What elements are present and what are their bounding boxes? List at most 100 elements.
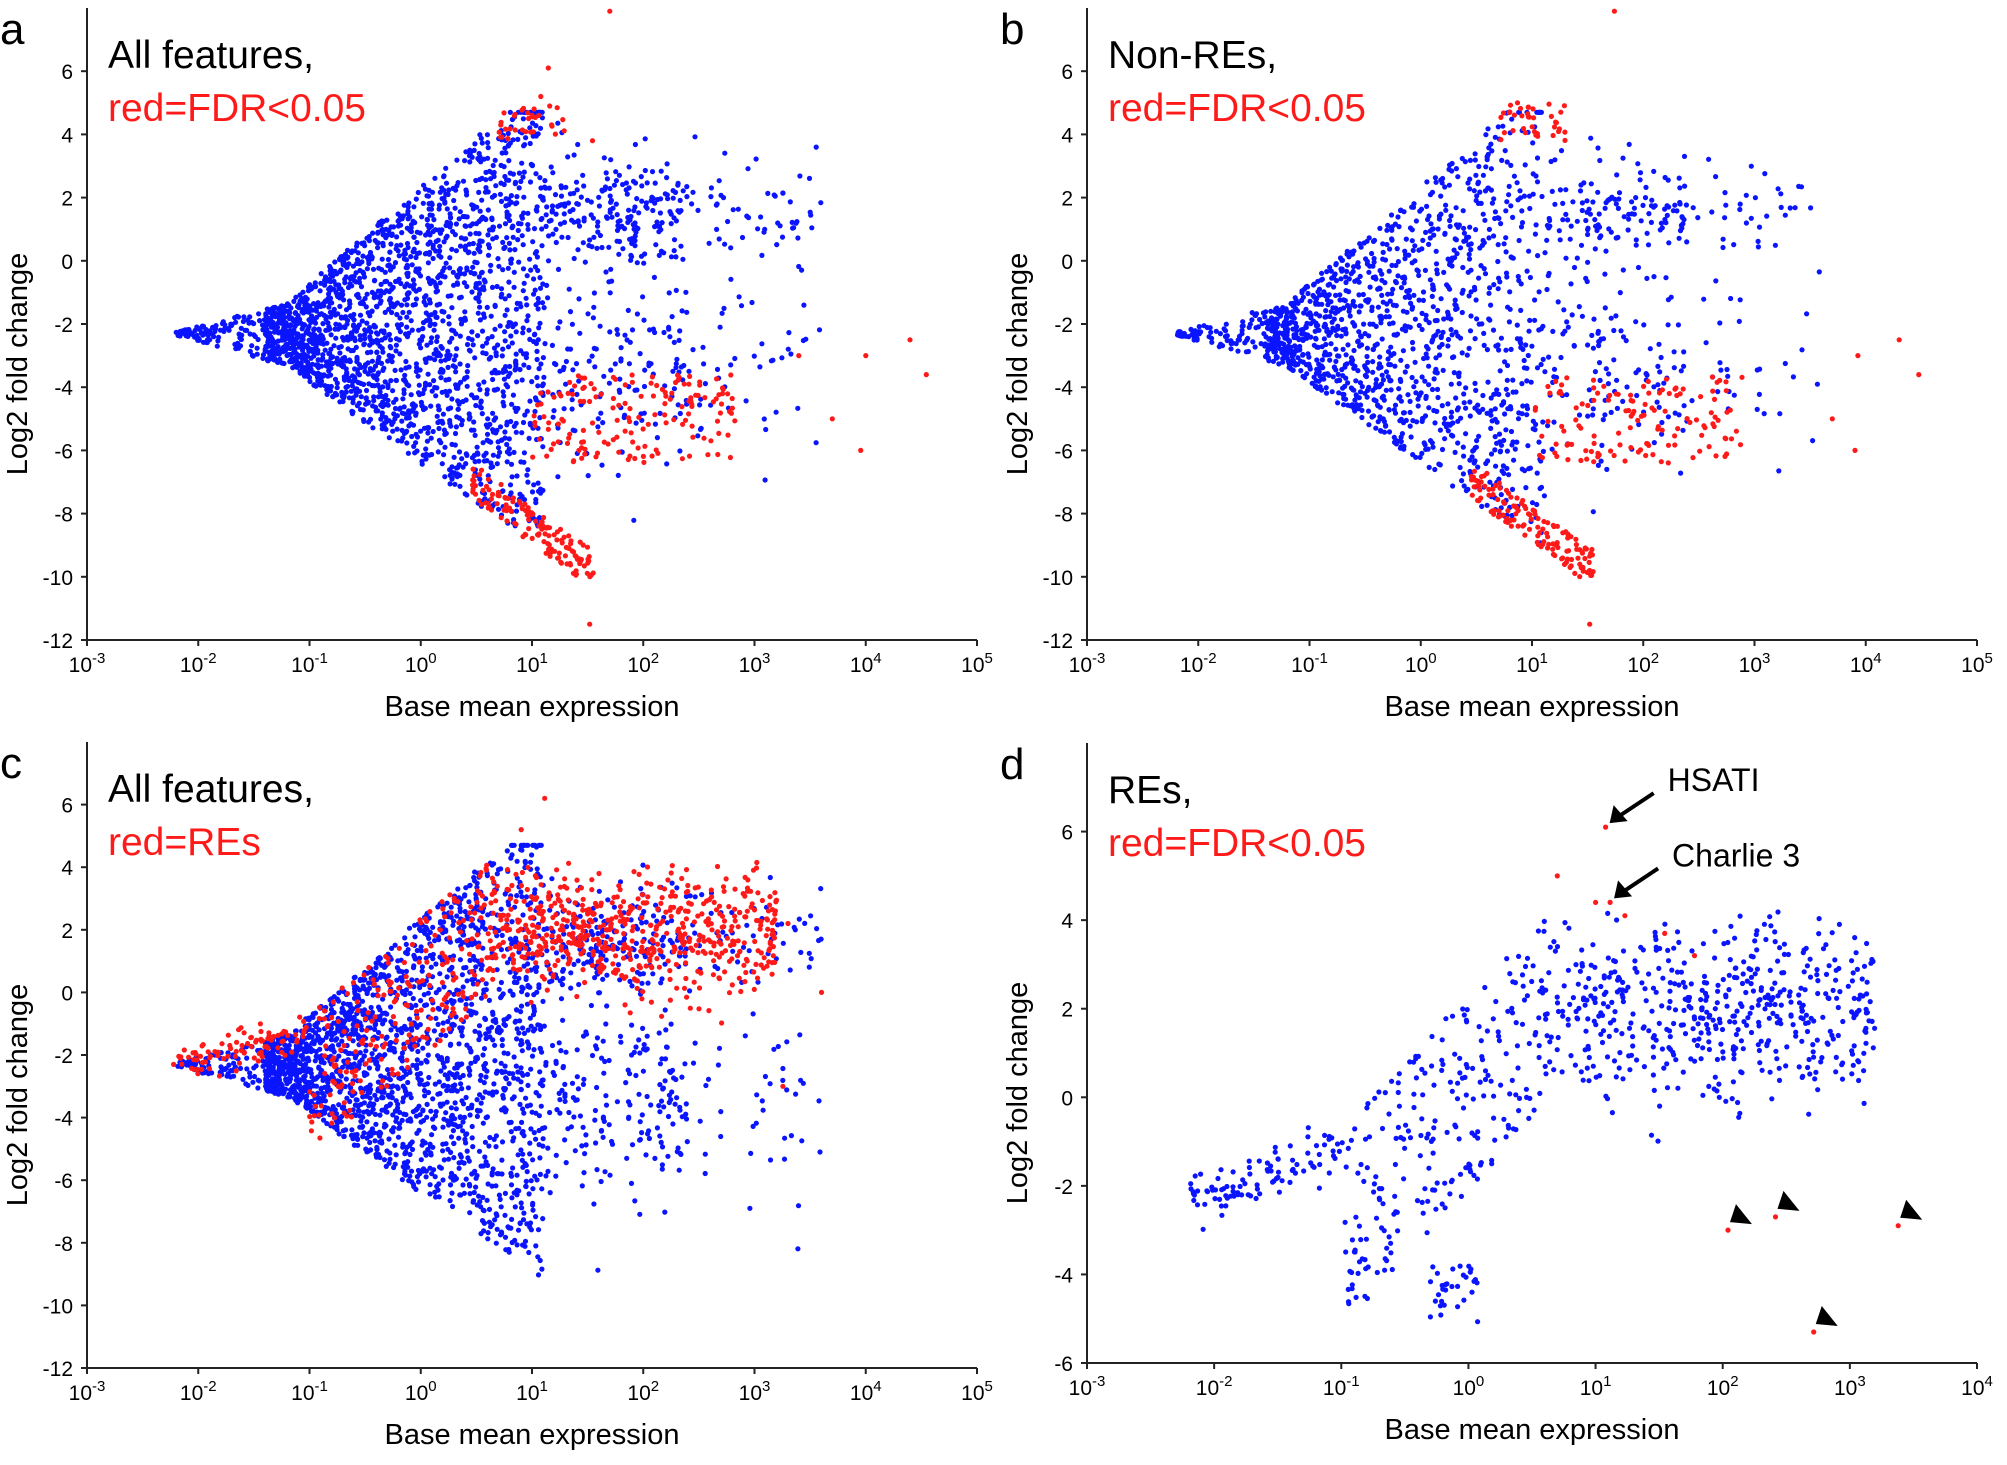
data-point <box>260 355 266 361</box>
data-point <box>486 245 492 251</box>
data-point <box>634 260 640 266</box>
data-point <box>1467 224 1473 230</box>
data-point <box>1321 336 1327 342</box>
data-point <box>1731 242 1737 248</box>
data-point-highlight <box>1628 445 1634 451</box>
data-point <box>1519 220 1526 226</box>
data-point <box>806 175 813 181</box>
data-point-highlight <box>732 418 738 424</box>
data-point <box>632 387 638 393</box>
data-point <box>490 162 496 169</box>
data-point <box>499 488 505 494</box>
data-point <box>393 377 399 383</box>
data-point <box>520 266 527 272</box>
data-point <box>1508 162 1514 168</box>
data-point <box>387 297 393 303</box>
data-point <box>1501 241 1507 247</box>
data-point <box>1348 271 1354 277</box>
data-point-highlight <box>567 431 573 437</box>
data-point <box>1504 199 1510 205</box>
data-point <box>425 260 431 266</box>
data-point <box>1369 307 1375 314</box>
data-point <box>1343 352 1349 358</box>
data-point <box>1337 255 1344 261</box>
data-point-highlight <box>680 421 686 427</box>
data-point <box>1398 285 1405 291</box>
data-point <box>404 428 410 434</box>
data-point <box>700 344 706 350</box>
x-tick-label: 101 <box>1516 650 1548 677</box>
data-point-highlight <box>582 451 588 457</box>
data-point <box>411 246 417 252</box>
data-point <box>1571 343 1577 349</box>
data-point <box>480 343 486 349</box>
data-point <box>372 237 378 244</box>
data-point <box>601 155 607 161</box>
data-point <box>1466 242 1472 248</box>
data-point <box>1530 191 1536 197</box>
data-point-highlight <box>1723 379 1729 385</box>
data-point <box>363 395 369 401</box>
data-point <box>422 186 428 192</box>
data-point-highlight <box>1672 442 1678 448</box>
data-point <box>1388 352 1394 358</box>
data-point <box>550 170 556 176</box>
data-point <box>1756 391 1762 397</box>
data-point <box>1239 327 1245 333</box>
data-point <box>585 311 591 317</box>
data-point-highlight <box>1520 126 1527 132</box>
data-point-highlight <box>559 416 565 422</box>
data-point <box>404 324 410 330</box>
data-point <box>1365 408 1372 414</box>
data-point <box>480 440 486 446</box>
data-point <box>451 282 457 288</box>
data-point <box>1467 399 1473 405</box>
data-point <box>510 171 516 177</box>
data-point <box>1413 379 1419 385</box>
data-point-highlight <box>1506 109 1512 116</box>
data-point <box>540 355 547 361</box>
data-point-highlight <box>572 383 578 389</box>
y-axis-title: Log2 fold change <box>2 253 34 476</box>
data-point <box>509 401 515 407</box>
data-point-highlight <box>625 456 631 463</box>
data-point-highlight <box>566 533 572 539</box>
data-point <box>599 462 605 468</box>
data-point-highlight <box>1552 552 1558 559</box>
data-point-highlight <box>528 129 534 135</box>
data-point <box>1648 219 1654 225</box>
data-point <box>555 120 561 126</box>
data-point <box>1345 342 1351 348</box>
data-point <box>288 351 294 357</box>
data-point <box>467 159 473 165</box>
data-point <box>265 358 271 364</box>
data-point <box>1755 244 1761 250</box>
data-point-highlight <box>1488 509 1494 515</box>
data-point <box>634 311 641 317</box>
data-point <box>632 141 639 148</box>
data-point <box>1307 298 1313 304</box>
data-point-highlight <box>1727 407 1733 413</box>
data-point <box>795 235 801 241</box>
data-point <box>453 424 459 430</box>
data-point-highlight <box>635 445 641 451</box>
data-point <box>640 294 646 300</box>
data-point <box>1457 245 1464 251</box>
data-point <box>519 215 526 221</box>
data-point <box>799 267 805 273</box>
data-point <box>1456 222 1462 228</box>
data-point <box>1420 297 1426 303</box>
data-point <box>1404 363 1410 369</box>
data-point <box>370 425 376 431</box>
data-point <box>1520 403 1526 409</box>
data-point <box>1511 173 1517 179</box>
data-point <box>1522 468 1528 474</box>
data-point <box>1378 320 1384 326</box>
data-point <box>558 185 565 191</box>
data-point <box>1677 185 1683 191</box>
data-point <box>1400 410 1407 416</box>
data-point <box>1317 373 1323 379</box>
data-point <box>1556 228 1562 234</box>
data-point <box>380 384 386 390</box>
data-point <box>1447 422 1453 428</box>
